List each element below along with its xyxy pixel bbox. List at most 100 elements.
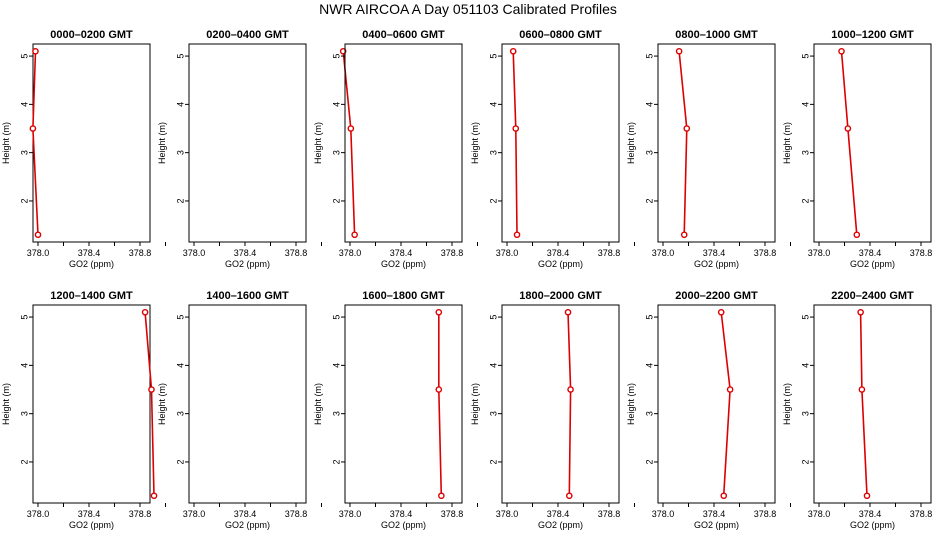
data-point: [34, 231, 42, 239]
y-axis-label: Height (m): [313, 122, 323, 164]
plot-frame: [501, 43, 620, 243]
x-tick-label: 378.4: [390, 509, 413, 519]
y-tick-label: 5: [19, 54, 29, 59]
x-axis-label: GO2 (ppm): [694, 520, 739, 530]
series-line: [32, 51, 39, 235]
data-point: [509, 47, 517, 55]
x-axis-label: GO2 (ppm): [381, 520, 426, 530]
y-tick-label: 3: [488, 150, 498, 155]
x-axis-label: GO2 (ppm): [538, 259, 583, 269]
y-tick-label: 4: [644, 363, 654, 368]
data-point: [512, 125, 520, 132]
plot-frame: [188, 43, 307, 243]
plot-frame: [657, 43, 776, 243]
data-point: [858, 386, 866, 393]
y-tick-label: 4: [331, 363, 341, 368]
x-axis-label: GO2 (ppm): [381, 259, 426, 269]
data-point: [148, 386, 155, 393]
x-tick-label: 378.8: [285, 248, 308, 258]
y-axis-label: Height (m): [626, 383, 636, 425]
data-point: [564, 308, 572, 316]
y-tick-label: 5: [331, 315, 341, 320]
plot-frame: [32, 43, 151, 243]
y-tick-label: 5: [488, 54, 498, 59]
data-point: [680, 231, 688, 239]
x-tick-label: 378.4: [78, 248, 101, 258]
y-tick-label: 2: [19, 459, 29, 464]
y-tick-label: 4: [331, 102, 341, 107]
y-tick-label: 4: [19, 363, 29, 368]
data-point: [683, 125, 691, 132]
plot-frame: [344, 304, 463, 504]
data-point: [32, 47, 39, 55]
x-tick-label: 378.4: [390, 248, 413, 258]
data-point: [863, 492, 871, 500]
y-tick-label: 5: [488, 315, 498, 320]
series-line: [840, 51, 858, 235]
x-axis-label: GO2 (ppm): [694, 259, 739, 269]
data-point: [566, 492, 573, 500]
y-axis-label: Height (m): [1, 383, 11, 425]
panel-title: 1600–1800 GMT: [362, 290, 445, 302]
y-tick-label: 4: [175, 102, 185, 107]
y-tick-label: 3: [800, 411, 810, 416]
x-tick-label: 378.8: [754, 248, 777, 258]
x-axis-label: GO2 (ppm): [225, 259, 270, 269]
panel-title: 2200–2400 GMT: [831, 290, 914, 302]
x-tick-label: 378.0: [808, 509, 831, 519]
y-tick-label: 3: [488, 411, 498, 416]
y-tick-label: 5: [175, 54, 185, 59]
y-tick-label: 5: [800, 315, 810, 320]
x-tick-label: 378.0: [183, 509, 206, 519]
data-point: [844, 125, 852, 132]
x-tick-label: 378.0: [183, 248, 206, 258]
y-tick-label: 3: [331, 411, 341, 416]
y-axis-label: Height (m): [470, 122, 480, 164]
y-tick-label: 2: [800, 198, 810, 203]
y-tick-label: 3: [800, 150, 810, 155]
data-point: [838, 47, 845, 55]
data-point: [857, 308, 864, 316]
plot-frame: [188, 304, 307, 504]
y-tick-label: 2: [644, 459, 654, 464]
y-tick-label: 4: [800, 363, 810, 368]
y-tick-label: 5: [644, 54, 654, 59]
panel-title: 1200–1400 GMT: [50, 290, 133, 302]
y-tick-label: 5: [19, 315, 29, 320]
series-line: [437, 312, 443, 496]
x-tick-label: 378.4: [859, 248, 882, 258]
y-axis-label: Height (m): [157, 122, 167, 164]
series-line: [512, 51, 518, 235]
data-point: [347, 125, 355, 132]
x-tick-label: 378.4: [703, 248, 726, 258]
y-tick-label: 4: [175, 363, 185, 368]
plot-frame: [501, 304, 620, 504]
y-tick-label: 2: [331, 459, 341, 464]
y-tick-label: 2: [175, 198, 185, 203]
plot-frame: [344, 43, 463, 243]
y-tick-label: 3: [331, 150, 341, 155]
data-point: [435, 308, 443, 316]
y-tick-label: 3: [19, 411, 29, 416]
x-axis-label: GO2 (ppm): [69, 520, 114, 530]
x-tick-label: 378.8: [910, 509, 933, 519]
series-line: [859, 312, 868, 496]
x-tick-label: 378.0: [652, 248, 675, 258]
y-tick-label: 3: [175, 150, 185, 155]
data-point: [438, 492, 445, 500]
y-tick-label: 2: [175, 459, 185, 464]
y-tick-label: 5: [800, 54, 810, 59]
plot-frame: [32, 304, 151, 504]
panel-title: 0400–0600 GMT: [362, 29, 445, 41]
panel-title: 2000–2200 GMT: [675, 290, 758, 302]
x-tick-label: 378.4: [234, 509, 257, 519]
x-tick-label: 378.8: [129, 509, 152, 519]
data-point: [720, 492, 728, 500]
x-tick-label: 378.8: [910, 248, 933, 258]
x-tick-label: 378.8: [598, 248, 621, 258]
main-title: NWR AIRCOA A Day 051103 Calibrated Profi…: [319, 1, 617, 17]
x-tick-label: 378.8: [754, 509, 777, 519]
x-tick-label: 378.0: [339, 248, 362, 258]
x-tick-label: 378.4: [547, 248, 570, 258]
